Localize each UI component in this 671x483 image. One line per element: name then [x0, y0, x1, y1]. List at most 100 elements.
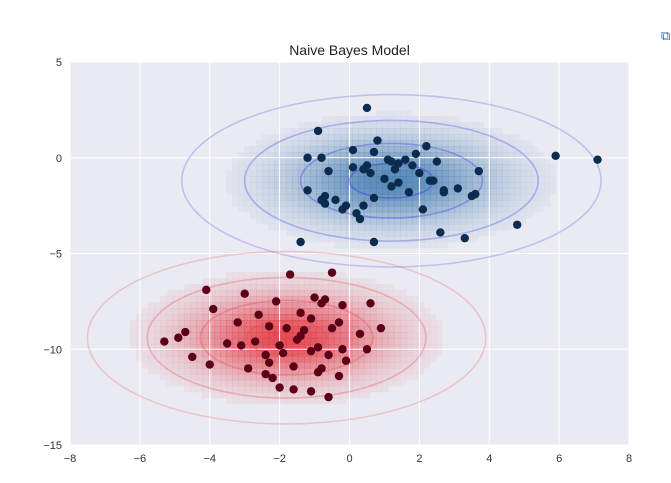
density-cell-class_b	[352, 392, 359, 399]
density-cell-class_b	[316, 284, 323, 291]
density-cell-class_a	[532, 152, 539, 159]
density-cell-class_b	[202, 368, 209, 375]
density-cell-class_a	[502, 158, 509, 165]
density-cell-class_b	[430, 326, 437, 333]
density-cell-class_b	[292, 326, 299, 333]
density-cell-class_a	[436, 164, 443, 171]
expand-output-icon[interactable]: ⧉	[661, 30, 671, 44]
point-class_a	[369, 237, 379, 247]
density-cell-class_b	[238, 356, 245, 363]
density-cell-class_a	[250, 152, 257, 159]
density-cell-class_b	[340, 332, 347, 339]
density-cell-class_b	[274, 326, 281, 333]
density-cell-class_b	[202, 308, 209, 315]
density-cell-class_a	[334, 236, 341, 243]
density-cell-class_b	[376, 368, 383, 375]
density-cell-class_a	[400, 128, 407, 135]
density-cell-class_b	[322, 320, 329, 327]
point-class_b	[174, 333, 183, 342]
density-cell-class_b	[280, 392, 287, 399]
density-cell-class_b	[316, 326, 323, 333]
density-cell-class_a	[310, 200, 317, 207]
density-cell-class_a	[526, 170, 533, 177]
density-cell-class_b	[358, 356, 365, 363]
density-cell-class_b	[430, 338, 437, 345]
density-cell-class_a	[436, 212, 443, 219]
density-cell-class_b	[376, 338, 383, 345]
density-cell-class_a	[364, 116, 371, 123]
density-cell-class_a	[376, 164, 383, 171]
density-cell-class_a	[412, 230, 419, 237]
density-cell-class_b	[256, 296, 263, 303]
density-cell-class_b	[292, 290, 299, 297]
density-cell-class_a	[292, 176, 299, 183]
density-cell-class_a	[400, 134, 407, 141]
density-cell-class_a	[442, 140, 449, 147]
density-cell-class_b	[328, 386, 335, 393]
density-cell-class_b	[220, 284, 227, 291]
density-cell-class_b	[208, 278, 215, 285]
density-cell-class_b	[178, 356, 185, 363]
density-cell-class_b	[382, 386, 389, 393]
density-cell-class_a	[274, 194, 281, 201]
density-cell-class_b	[424, 314, 431, 321]
density-cell-class_b	[370, 380, 377, 387]
density-cell-class_a	[424, 218, 431, 225]
point-class_a	[411, 149, 421, 159]
density-cell-class_a	[484, 182, 491, 189]
density-cell-class_a	[502, 176, 509, 183]
density-cell-class_a	[448, 212, 455, 219]
density-cell-class_a	[412, 242, 419, 249]
density-cell-class_a	[364, 176, 371, 183]
density-cell-class_b	[232, 356, 239, 363]
density-cell-class_b	[340, 314, 347, 321]
density-cell-class_a	[472, 158, 479, 165]
density-cell-class_b	[220, 374, 227, 381]
density-cell-class_b	[184, 296, 191, 303]
density-cell-class_a	[304, 140, 311, 147]
point-class_b	[324, 350, 333, 360]
density-cell-class_a	[496, 212, 503, 219]
density-cell-class_b	[196, 374, 203, 381]
density-cell-class_a	[508, 218, 515, 225]
density-cell-class_a	[478, 164, 485, 171]
density-cell-class_a	[394, 170, 401, 177]
density-cell-class_a	[388, 218, 395, 225]
density-cell-class_a	[424, 170, 431, 177]
density-cell-class_b	[340, 386, 347, 393]
density-cell-class_b	[352, 380, 359, 387]
point-class_a	[313, 126, 323, 136]
density-cell-class_b	[190, 374, 197, 381]
density-cell-class_a	[478, 140, 485, 147]
density-cell-class_b	[286, 290, 293, 297]
density-cell-class_a	[550, 176, 557, 183]
density-cell-class_a	[298, 176, 305, 183]
density-cell-class_a	[430, 224, 437, 231]
density-cell-class_b	[232, 398, 239, 405]
density-cell-class_a	[352, 122, 359, 129]
contour-class_a	[299, 142, 484, 219]
density-cell-class_b	[400, 326, 407, 333]
density-cell-class_a	[328, 230, 335, 237]
density-cell-class_a	[424, 152, 431, 159]
density-cell-class_b	[286, 344, 293, 351]
density-cell-class_b	[412, 326, 419, 333]
density-cell-class_a	[304, 212, 311, 219]
density-cell-class_b	[244, 350, 251, 357]
density-cell-class_a	[334, 128, 341, 135]
density-cell-class_a	[526, 140, 533, 147]
density-cell-class_b	[376, 320, 383, 327]
density-cell-class_a	[364, 128, 371, 135]
density-cell-class_b	[304, 356, 311, 363]
density-cell-class_a	[382, 110, 389, 117]
x-tick-label: −8	[64, 453, 77, 465]
density-cell-class_b	[430, 320, 437, 327]
density-cell-class_a	[310, 164, 317, 171]
density-cell-class_b	[310, 362, 317, 369]
density-cell-class_a	[370, 116, 377, 123]
density-cell-class_b	[172, 374, 179, 381]
density-cell-class_a	[340, 164, 347, 171]
density-cell-class_b	[262, 296, 269, 303]
density-cell-class_a	[418, 134, 425, 141]
density-cell-class_b	[352, 308, 359, 315]
